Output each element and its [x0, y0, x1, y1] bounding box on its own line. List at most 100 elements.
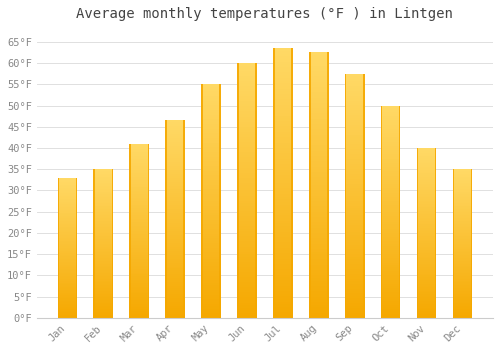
Bar	[237, 129, 257, 132]
Bar	[94, 303, 113, 304]
Bar	[237, 63, 238, 318]
Bar	[345, 127, 364, 130]
Bar	[345, 172, 364, 174]
Bar	[452, 193, 472, 195]
Bar	[416, 168, 436, 170]
Bar	[166, 278, 185, 280]
Bar	[130, 271, 149, 273]
Bar	[58, 273, 78, 274]
Bar	[130, 206, 149, 208]
Bar	[435, 148, 436, 318]
Bar	[309, 265, 328, 267]
Bar	[416, 241, 436, 243]
Bar	[130, 219, 149, 220]
Bar	[237, 117, 257, 119]
Bar	[416, 182, 436, 184]
Bar	[399, 105, 400, 318]
Bar	[309, 132, 328, 135]
Bar	[201, 224, 221, 227]
Bar	[452, 232, 472, 233]
Bar	[130, 227, 149, 229]
Bar	[94, 279, 113, 281]
Bar	[58, 190, 78, 192]
Bar	[94, 269, 113, 270]
Bar	[452, 208, 472, 209]
Bar	[309, 230, 328, 233]
Bar	[273, 183, 293, 186]
Bar	[345, 120, 364, 122]
Bar	[380, 237, 400, 239]
Bar	[166, 239, 185, 241]
Bar	[345, 267, 364, 269]
Bar	[345, 74, 346, 318]
Bar	[166, 227, 185, 229]
Bar	[452, 172, 472, 174]
Bar	[58, 272, 78, 273]
Bar	[201, 304, 221, 306]
Bar	[201, 266, 221, 269]
Bar	[94, 242, 113, 244]
Bar	[309, 84, 328, 87]
Bar	[452, 297, 472, 299]
Bar	[130, 314, 149, 316]
Bar	[452, 260, 472, 261]
Bar	[130, 161, 149, 163]
Bar	[201, 276, 221, 278]
Bar	[94, 250, 113, 251]
Bar	[130, 278, 149, 280]
Bar	[94, 195, 113, 196]
Bar	[130, 153, 149, 154]
Bar	[452, 284, 472, 285]
Bar	[416, 160, 436, 162]
Bar	[309, 55, 328, 58]
Bar	[380, 190, 400, 192]
Bar	[452, 263, 472, 264]
Bar	[201, 220, 221, 222]
Bar	[380, 241, 400, 244]
Bar	[273, 113, 293, 116]
Bar	[416, 208, 436, 209]
Bar	[452, 234, 472, 236]
Bar	[416, 243, 436, 245]
Bar	[309, 105, 328, 108]
Bar	[58, 220, 78, 221]
Bar	[201, 301, 221, 304]
Bar	[380, 233, 400, 235]
Bar	[201, 250, 221, 252]
Bar	[345, 76, 364, 78]
Bar	[452, 217, 472, 218]
Bar	[58, 227, 78, 228]
Bar	[380, 118, 400, 120]
Bar	[237, 226, 257, 229]
Bar	[237, 91, 257, 93]
Bar	[452, 220, 472, 221]
Bar	[58, 206, 78, 207]
Bar	[166, 199, 185, 201]
Bar	[273, 280, 293, 283]
Bar	[345, 74, 364, 76]
Bar	[94, 312, 113, 313]
Bar	[380, 178, 400, 180]
Bar	[452, 295, 472, 297]
Bar	[237, 180, 257, 183]
Bar	[58, 304, 78, 305]
Bar	[452, 206, 472, 208]
Bar	[58, 270, 78, 272]
Bar	[94, 172, 113, 174]
Bar	[237, 137, 257, 140]
Bar	[201, 98, 221, 100]
Bar	[416, 286, 436, 287]
Bar	[94, 197, 113, 199]
Bar	[130, 276, 149, 278]
Bar	[452, 169, 472, 171]
Bar	[237, 76, 257, 78]
Bar	[166, 292, 185, 294]
Bar	[380, 182, 400, 184]
Bar	[345, 110, 364, 113]
Bar	[94, 287, 113, 288]
Bar	[237, 277, 257, 280]
Bar	[345, 272, 364, 274]
Bar	[58, 200, 78, 202]
Bar	[273, 210, 293, 213]
Bar	[237, 201, 257, 203]
